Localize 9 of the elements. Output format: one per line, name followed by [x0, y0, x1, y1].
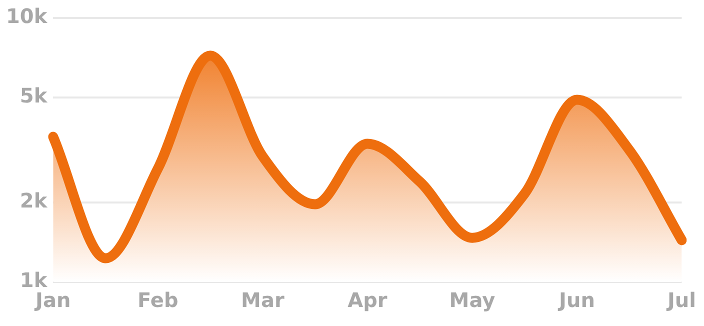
x-tick-label: Jul: [665, 288, 696, 312]
x-tick-label: Jun: [557, 288, 595, 312]
x-tick-label: Mar: [241, 288, 284, 312]
y-tick-label: 2k: [20, 188, 48, 213]
x-tick-label: Feb: [138, 288, 178, 312]
x-tick-label: Apr: [348, 288, 388, 312]
y-tick-label: 10k: [6, 4, 48, 28]
y-tick-label: 5k: [20, 84, 48, 108]
x-tick-label: May: [449, 288, 496, 312]
